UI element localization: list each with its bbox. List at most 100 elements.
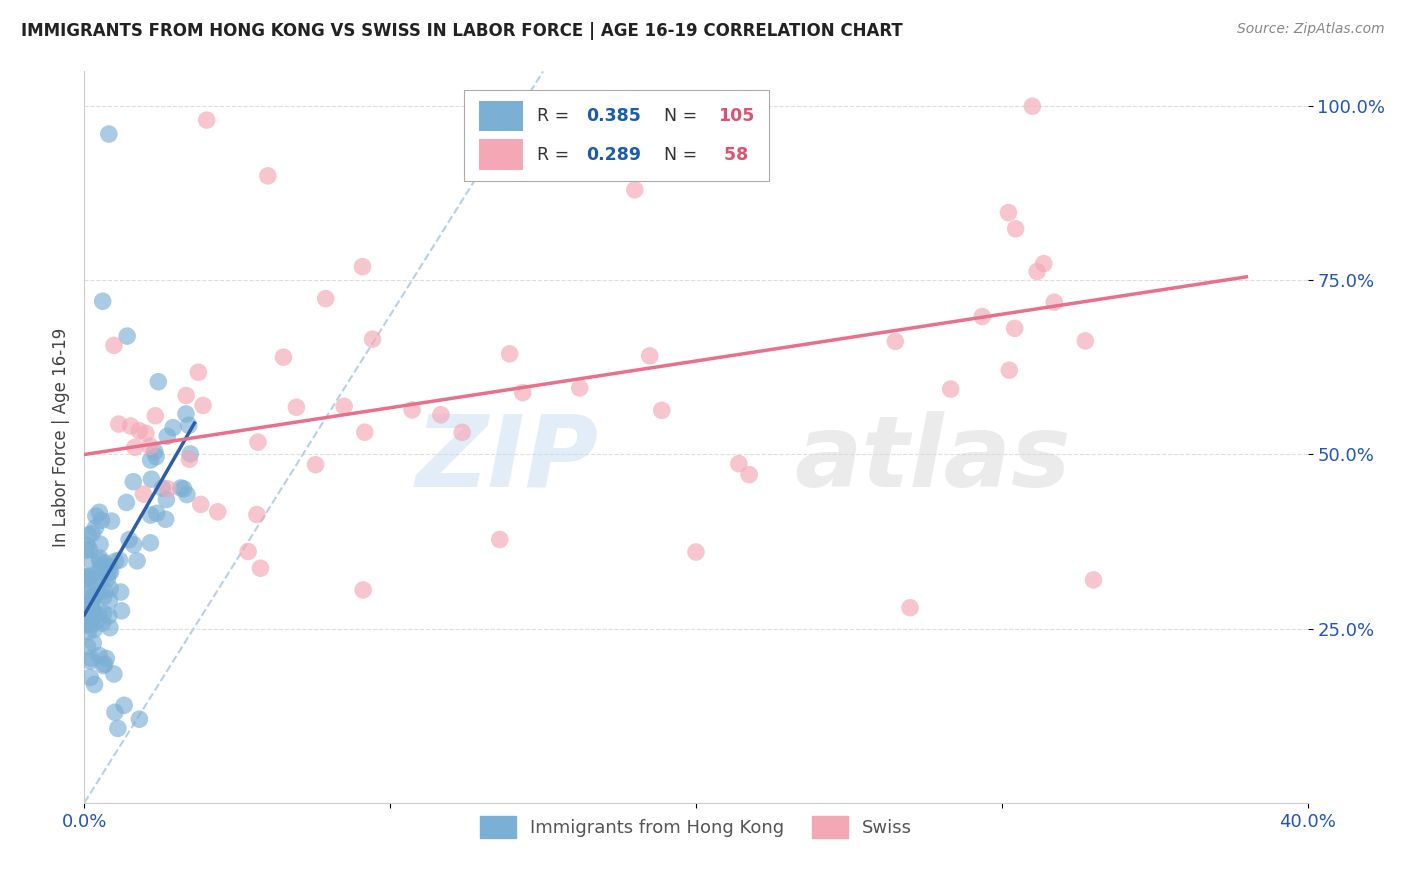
Text: 105: 105 bbox=[718, 107, 755, 125]
Point bbox=[89, 505, 111, 519]
Point bbox=[87, 565, 110, 579]
Text: atlas: atlas bbox=[794, 410, 1070, 508]
Point bbox=[488, 533, 510, 547]
Point bbox=[103, 338, 125, 352]
Point bbox=[162, 420, 184, 434]
Point bbox=[179, 452, 201, 467]
Text: R =: R = bbox=[537, 145, 575, 164]
Point bbox=[285, 401, 308, 415]
Point bbox=[156, 482, 179, 496]
Point bbox=[89, 554, 111, 568]
Point bbox=[75, 569, 97, 583]
FancyBboxPatch shape bbox=[464, 90, 769, 181]
Point bbox=[90, 568, 112, 582]
Point bbox=[104, 554, 127, 568]
Point bbox=[77, 528, 100, 542]
Point bbox=[174, 407, 197, 421]
Point bbox=[273, 350, 295, 364]
Point bbox=[82, 602, 104, 616]
Point bbox=[1026, 264, 1049, 278]
Point bbox=[155, 512, 177, 526]
Point bbox=[884, 334, 907, 349]
Point bbox=[97, 609, 120, 624]
Point bbox=[83, 677, 105, 691]
Point bbox=[77, 606, 100, 620]
Point bbox=[80, 618, 103, 632]
Point bbox=[108, 553, 131, 567]
Point bbox=[89, 648, 111, 663]
Point bbox=[76, 538, 98, 552]
Point bbox=[80, 603, 103, 617]
Point bbox=[124, 440, 146, 454]
FancyBboxPatch shape bbox=[479, 101, 523, 131]
Point bbox=[80, 590, 103, 604]
Point bbox=[96, 651, 118, 665]
Point bbox=[148, 375, 170, 389]
Point bbox=[246, 508, 269, 522]
Point bbox=[155, 492, 177, 507]
Point bbox=[93, 590, 115, 604]
Point bbox=[76, 571, 98, 585]
Point bbox=[195, 113, 218, 128]
Text: N =: N = bbox=[654, 107, 703, 125]
Point bbox=[498, 347, 520, 361]
Point bbox=[75, 586, 97, 600]
FancyBboxPatch shape bbox=[479, 139, 523, 170]
Point bbox=[568, 381, 591, 395]
Point bbox=[107, 417, 129, 431]
Point bbox=[91, 294, 114, 309]
Text: R =: R = bbox=[537, 107, 575, 125]
Point bbox=[84, 509, 107, 524]
Point bbox=[115, 329, 138, 343]
Point bbox=[110, 604, 132, 618]
Point bbox=[100, 565, 122, 579]
Point bbox=[638, 349, 661, 363]
Point bbox=[135, 426, 157, 441]
Point bbox=[82, 636, 104, 650]
Point bbox=[236, 544, 259, 558]
Text: Source: ZipAtlas.com: Source: ZipAtlas.com bbox=[1237, 22, 1385, 37]
Point bbox=[304, 458, 326, 472]
Point bbox=[1043, 295, 1066, 310]
Point bbox=[87, 607, 110, 621]
Point bbox=[150, 481, 173, 495]
Point bbox=[122, 538, 145, 552]
Point bbox=[139, 508, 162, 522]
Point bbox=[451, 425, 474, 440]
Point bbox=[1083, 573, 1105, 587]
Point bbox=[187, 365, 209, 379]
Point bbox=[173, 482, 195, 496]
Point bbox=[110, 585, 132, 599]
Point bbox=[145, 506, 167, 520]
Point bbox=[143, 409, 166, 423]
Point bbox=[972, 310, 994, 324]
Point bbox=[98, 621, 121, 635]
Point bbox=[75, 543, 97, 558]
Point bbox=[75, 618, 97, 632]
Point bbox=[90, 513, 112, 527]
Point bbox=[84, 521, 107, 535]
Text: 58: 58 bbox=[718, 145, 748, 164]
Point bbox=[115, 495, 138, 509]
Point bbox=[1074, 334, 1097, 348]
Point bbox=[79, 542, 101, 557]
Point bbox=[103, 667, 125, 681]
Point bbox=[122, 475, 145, 489]
Point bbox=[75, 603, 97, 617]
Point bbox=[97, 127, 120, 141]
Point bbox=[333, 400, 356, 414]
Point bbox=[82, 593, 104, 607]
Point bbox=[89, 551, 111, 566]
Point bbox=[80, 651, 103, 665]
Point bbox=[156, 429, 179, 443]
Text: IMMIGRANTS FROM HONG KONG VS SWISS IN LABOR FORCE | AGE 16-19 CORRELATION CHART: IMMIGRANTS FROM HONG KONG VS SWISS IN LA… bbox=[21, 22, 903, 40]
Text: 0.385: 0.385 bbox=[586, 107, 641, 125]
Point bbox=[1032, 257, 1054, 271]
Point bbox=[315, 292, 337, 306]
Point bbox=[170, 481, 193, 495]
Point bbox=[139, 439, 162, 453]
Point bbox=[177, 418, 200, 433]
Point bbox=[80, 609, 103, 624]
Point bbox=[79, 569, 101, 583]
Point bbox=[93, 658, 115, 673]
